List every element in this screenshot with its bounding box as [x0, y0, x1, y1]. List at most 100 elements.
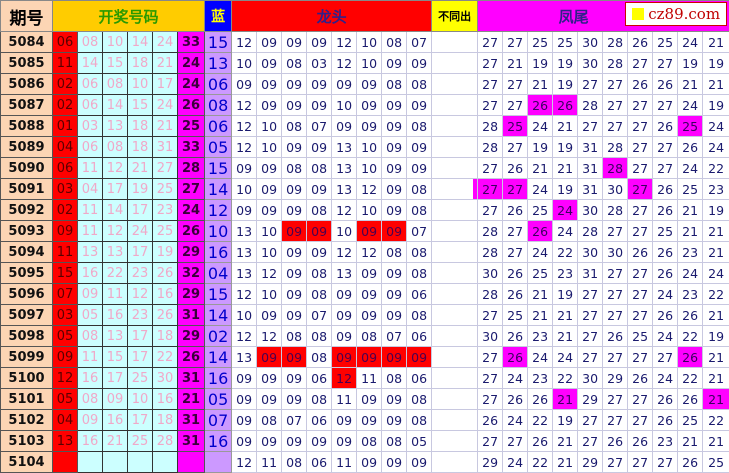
phoenix-cell: 27: [628, 452, 653, 473]
blue-number-cell: 13: [205, 53, 232, 74]
phoenix-cell: 28: [603, 32, 628, 53]
diff-cell: [432, 242, 478, 263]
dragon-cell: 09: [332, 347, 357, 368]
draw-number-cell: 25: [128, 368, 153, 389]
dragon-cell: 09: [282, 347, 307, 368]
dragon-cell: 09: [407, 95, 432, 116]
dragon-cell: 08: [407, 263, 432, 284]
issue-cell: 5089: [1, 137, 53, 158]
draw-number-cell: 19: [128, 179, 153, 200]
diff-cell: [432, 284, 478, 305]
dragon-cell: 13: [332, 137, 357, 158]
draw-number-cell: 08: [78, 326, 103, 347]
phoenix-cell: 27: [478, 53, 503, 74]
phoenix-cell: 21: [528, 158, 553, 179]
dragon-cell: 09: [382, 347, 407, 368]
issue-cell: 5088: [1, 116, 53, 137]
draw-number-cell: 11: [78, 158, 103, 179]
phoenix-cell: 27: [603, 221, 628, 242]
dragon-cell: 11: [357, 368, 382, 389]
last-number-cell: 32: [178, 263, 205, 284]
first-number-cell: 05: [53, 326, 78, 347]
draw-number-cell: 21: [103, 431, 128, 452]
first-number-cell: 04: [53, 410, 78, 431]
dragon-cell: 06: [307, 368, 332, 389]
phoenix-cell: 27: [478, 179, 503, 200]
issue-cell: 5091: [1, 179, 53, 200]
phoenix-cell: 26: [528, 95, 553, 116]
first-number-cell: 01: [53, 116, 78, 137]
phoenix-cell: 26: [503, 347, 528, 368]
dragon-cell: 13: [232, 263, 257, 284]
dragon-cell: 09: [257, 200, 282, 221]
phoenix-cell: 27: [628, 95, 653, 116]
dragon-cell: 07: [307, 116, 332, 137]
dragon-cell: 12: [357, 242, 382, 263]
draw-number-cell: 23: [128, 263, 153, 284]
diff-cell: [432, 368, 478, 389]
phoenix-cell: 22: [528, 452, 553, 473]
diff-cell: [432, 32, 478, 53]
phoenix-cell: 21: [703, 368, 729, 389]
draw-number-cell: 30: [153, 368, 178, 389]
diff-cell: [432, 200, 478, 221]
issue-cell: 5101: [1, 389, 53, 410]
dragon-cell: 09: [257, 74, 282, 95]
phoenix-cell: 25: [628, 326, 653, 347]
draw-number-cell: [78, 452, 103, 473]
draw-number-cell: 11: [103, 284, 128, 305]
draw-number-cell: 09: [78, 410, 103, 431]
header-draw-numbers: 开奖号码: [53, 1, 205, 32]
phoenix-cell: 27: [628, 347, 653, 368]
phoenix-cell: 26: [503, 158, 528, 179]
draw-number-cell: 19: [153, 242, 178, 263]
draw-number-cell: 04: [78, 179, 103, 200]
phoenix-cell: 27: [628, 305, 653, 326]
phoenix-cell: 25: [528, 32, 553, 53]
draw-number-cell: 26: [153, 263, 178, 284]
dragon-cell: 10: [357, 137, 382, 158]
dragon-cell: 09: [257, 305, 282, 326]
dragon-cell: 09: [357, 116, 382, 137]
phoenix-cell: 26: [628, 368, 653, 389]
phoenix-cell: 27: [653, 53, 678, 74]
dragon-cell: 09: [282, 242, 307, 263]
first-number-cell: 06: [53, 158, 78, 179]
phoenix-cell: 24: [528, 179, 553, 200]
first-number-cell: 02: [53, 95, 78, 116]
dragon-cell: 06: [407, 368, 432, 389]
draw-number-cell: 14: [103, 200, 128, 221]
phoenix-cell: 26: [678, 137, 703, 158]
dragon-cell: 09: [382, 179, 407, 200]
blue-number-cell: 15: [205, 284, 232, 305]
blue-number-cell: 08: [205, 95, 232, 116]
phoenix-cell: 26: [528, 431, 553, 452]
phoenix-cell: 27: [578, 410, 603, 431]
phoenix-cell: 26: [503, 284, 528, 305]
issue-cell: 5098: [1, 326, 53, 347]
blue-number-cell: [205, 452, 232, 473]
diff-cell: [432, 389, 478, 410]
dragon-cell: 12: [232, 95, 257, 116]
phoenix-cell: 24: [553, 221, 578, 242]
phoenix-cell: 30: [478, 263, 503, 284]
draw-number-cell: 22: [153, 347, 178, 368]
phoenix-cell: 27: [478, 95, 503, 116]
dragon-cell: 08: [407, 305, 432, 326]
dragon-cell: 10: [232, 53, 257, 74]
phoenix-cell: 26: [653, 263, 678, 284]
phoenix-cell: 25: [503, 305, 528, 326]
dragon-cell: 09: [282, 74, 307, 95]
phoenix-cell: 24: [503, 368, 528, 389]
dragon-cell: 12: [232, 137, 257, 158]
phoenix-cell: 25: [653, 32, 678, 53]
dragon-cell: 09: [232, 410, 257, 431]
blue-number-cell: 02: [205, 326, 232, 347]
